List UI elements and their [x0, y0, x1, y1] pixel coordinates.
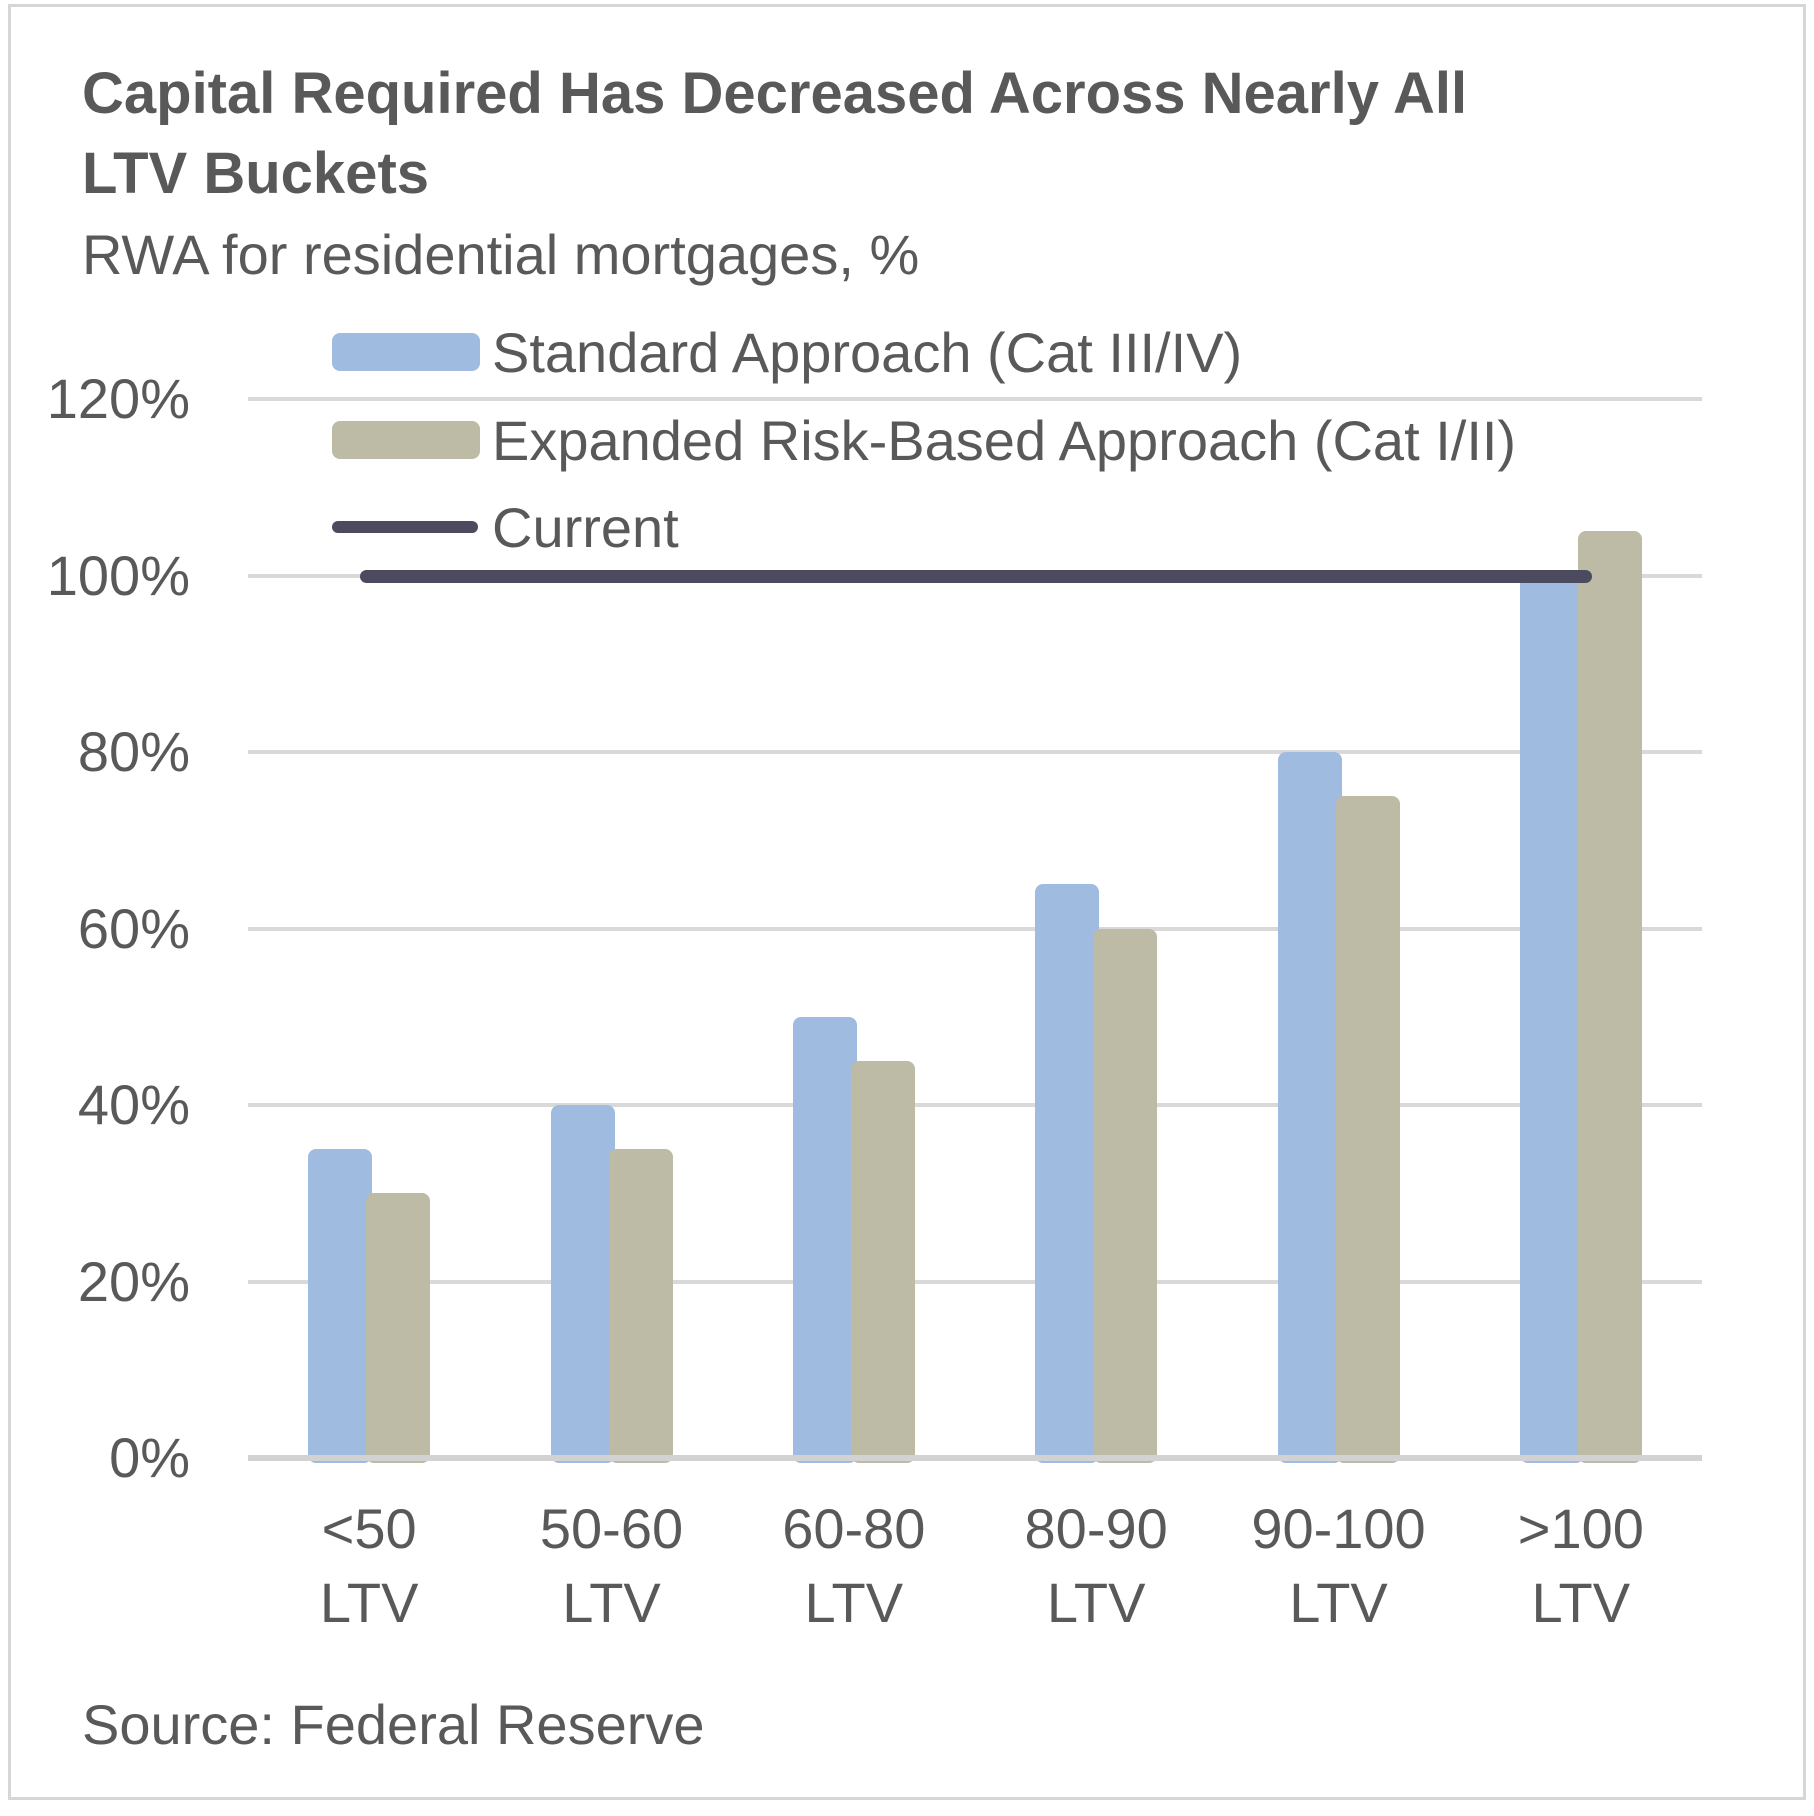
current-reference-line — [360, 569, 1592, 583]
legend-swatch-standard-approach — [332, 333, 480, 371]
source-note: Source: Federal Reserve — [82, 1693, 705, 1756]
legend-swatch-current-line — [332, 521, 478, 533]
gridline-80 — [248, 750, 1702, 754]
bar-standard-80-90-ltv — [1035, 884, 1100, 1463]
bar-standard-90-100-ltv — [1277, 752, 1342, 1463]
x-axis-label-line: 80-90 — [1024, 1497, 1168, 1560]
y-axis-tick-80: 80% — [77, 720, 190, 783]
legend-label-current: Current — [492, 495, 679, 559]
y-axis-tick-0: 0% — [109, 1426, 190, 1489]
x-axis-label->100-ltv: >100 LTV — [1450, 1492, 1712, 1640]
x-axis-label-80-90-ltv: 80-90 LTV — [965, 1492, 1227, 1640]
x-axis-label-<50-ltv: <50 LTV — [238, 1492, 500, 1640]
x-axis-label-50-60-ltv: 50-60 LTV — [481, 1492, 743, 1640]
bar-expanded-80-90-ltv — [1093, 928, 1158, 1463]
y-axis-tick-100: 100% — [46, 543, 190, 607]
y-axis-tick-120: 120% — [46, 367, 190, 430]
chart-title: Capital Required Has Decreased Across Ne… — [82, 61, 1468, 206]
chart-frame-border — [8, 4, 1806, 1800]
gridline-40 — [248, 1103, 1702, 1107]
legend-swatch-expanded-approach — [332, 421, 480, 459]
legend-item-standard-approach: Standard Approach (Cat III/IV) — [332, 321, 1242, 384]
x-axis-label-line: LTV — [804, 1571, 904, 1634]
x-axis-label-line: LTV — [1531, 1571, 1631, 1634]
x-axis-label-line: LTV — [1046, 1571, 1146, 1634]
x-axis-label-line: 50-60 — [539, 1497, 684, 1560]
bar-standard-50-60-ltv — [550, 1105, 615, 1463]
x-axis-label-line: LTV — [1289, 1571, 1388, 1634]
y-axis-tick-40: 40% — [77, 1073, 190, 1136]
legend-label-standard-approach: Standard Approach (Cat III/IV) — [492, 320, 1243, 384]
x-axis-label-60-80-ltv: 60-80 LTV — [723, 1492, 985, 1640]
x-axis-label-90-100-ltv: 90-100 LTV — [1208, 1492, 1470, 1640]
gridline-20 — [248, 1279, 1702, 1284]
legend-item-current: Current — [332, 496, 679, 559]
bar-standard-60-80-ltv — [792, 1016, 857, 1463]
bar-expanded-90-100-ltv — [1335, 796, 1400, 1463]
bar-expanded-50-60-ltv — [608, 1149, 673, 1463]
x-axis-label-line: >100 — [1517, 1497, 1644, 1560]
legend-item-expanded-approach: Expanded Risk-Based Approach (Cat I/II) — [332, 409, 1516, 472]
bar-expanded->100-ltv — [1577, 531, 1642, 1463]
x-axis-label-line: LTV — [562, 1571, 661, 1634]
x-axis-label-line: LTV — [319, 1571, 419, 1634]
x-axis-baseline — [248, 1455, 1702, 1461]
x-axis-label-line: <50 — [321, 1497, 417, 1560]
x-axis-label-line: 60-80 — [782, 1497, 926, 1560]
bar-standard-<50-ltv — [308, 1149, 373, 1463]
x-axis-label-line: 90-100 — [1251, 1497, 1426, 1560]
bar-expanded-60-80-ltv — [850, 1060, 915, 1463]
bar-standard->100-ltv — [1519, 575, 1584, 1463]
bar-expanded-<50-ltv — [366, 1193, 431, 1463]
gridline-60 — [248, 926, 1702, 931]
y-axis-tick-60: 60% — [77, 896, 190, 960]
gridline-120 — [248, 397, 1702, 401]
chart-subtitle: RWA for residential mortgages, % — [82, 223, 920, 286]
y-axis-tick-20: 20% — [77, 1249, 190, 1313]
legend-label-expanded-approach: Expanded Risk-Based Approach (Cat I/II) — [492, 408, 1517, 472]
